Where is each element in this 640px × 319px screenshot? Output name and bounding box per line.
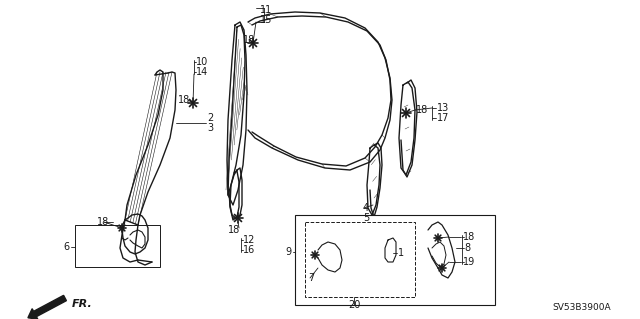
Bar	[295, 215, 495, 305]
Text: 18: 18	[416, 105, 428, 115]
Text: 7: 7	[308, 273, 314, 283]
Text: 8: 8	[464, 243, 470, 253]
Text: 1: 1	[398, 248, 404, 258]
Text: 4: 4	[363, 203, 369, 213]
Text: 11: 11	[260, 5, 272, 15]
Text: 10: 10	[196, 57, 208, 67]
Text: 13: 13	[437, 103, 449, 113]
Text: 14: 14	[196, 67, 208, 77]
Text: 16: 16	[243, 245, 255, 255]
Text: 18: 18	[178, 95, 190, 105]
Text: 18: 18	[228, 225, 240, 235]
Text: 15: 15	[260, 15, 272, 25]
FancyArrow shape	[28, 295, 67, 319]
Text: 12: 12	[243, 235, 255, 245]
Text: 17: 17	[437, 113, 449, 123]
Text: SV53B3900A: SV53B3900A	[553, 303, 611, 313]
Text: 3: 3	[207, 123, 213, 133]
Text: 19: 19	[463, 257, 476, 267]
Text: 9: 9	[286, 247, 292, 257]
Text: 6: 6	[64, 242, 70, 252]
Text: FR.: FR.	[72, 299, 93, 309]
Text: 18: 18	[243, 35, 255, 45]
Bar	[305, 222, 415, 297]
Text: 20: 20	[348, 300, 360, 310]
Text: 18: 18	[97, 217, 109, 227]
Text: 2: 2	[207, 113, 213, 123]
Text: 5: 5	[363, 213, 369, 223]
Text: 18: 18	[463, 232, 476, 242]
Bar	[75, 225, 160, 267]
